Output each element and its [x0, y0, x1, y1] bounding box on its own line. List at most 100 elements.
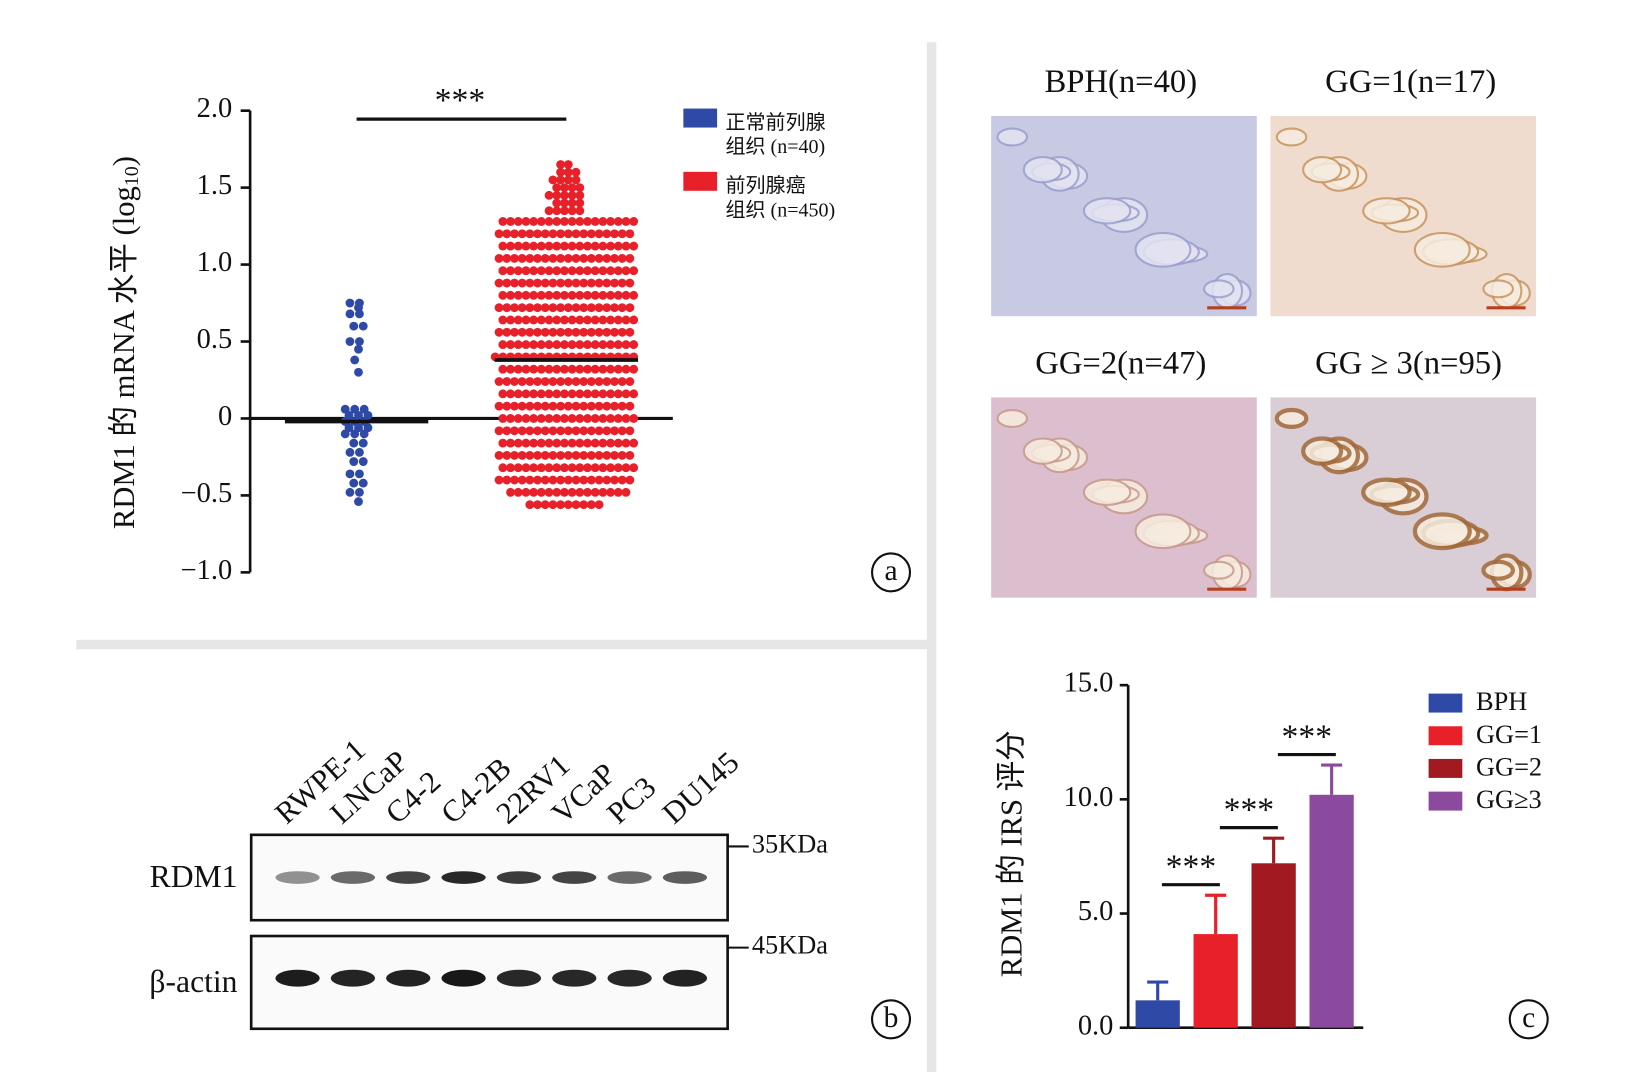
dot — [613, 414, 623, 423]
dot — [560, 190, 569, 200]
dot — [521, 217, 531, 226]
dot — [536, 463, 546, 473]
dot — [533, 278, 542, 288]
dot — [567, 266, 577, 276]
band — [552, 871, 597, 884]
dot — [525, 450, 535, 460]
dot — [602, 327, 612, 337]
dot — [506, 315, 515, 325]
gland — [1082, 478, 1132, 506]
dot — [498, 414, 508, 423]
dot — [510, 475, 519, 485]
dot — [559, 198, 569, 208]
dot — [613, 340, 623, 350]
dot — [345, 447, 355, 457]
dot — [625, 401, 635, 411]
dot — [567, 198, 577, 208]
dot — [583, 266, 592, 276]
dot — [606, 463, 616, 473]
dot — [571, 500, 581, 510]
dot — [629, 266, 639, 276]
band — [607, 969, 652, 987]
dot — [359, 429, 369, 439]
dot — [502, 253, 512, 263]
dot — [529, 266, 539, 276]
dot — [498, 266, 508, 276]
dot — [544, 389, 554, 399]
dot — [571, 401, 581, 411]
dot — [567, 438, 577, 448]
image-title: GG=2(n=47) — [1035, 345, 1206, 381]
gland — [1275, 127, 1308, 147]
dot — [606, 217, 616, 226]
dot — [575, 241, 585, 251]
dot — [533, 401, 542, 411]
dot — [345, 337, 355, 346]
y-axis-label-sub: 10 — [121, 166, 143, 186]
dot — [575, 198, 585, 208]
dot — [583, 364, 592, 374]
dot — [590, 463, 600, 473]
gland — [1361, 477, 1412, 508]
dot — [571, 167, 581, 177]
dot — [556, 253, 566, 263]
dot — [525, 377, 535, 386]
dot — [498, 438, 508, 448]
dot — [533, 229, 542, 239]
dot — [529, 241, 539, 251]
dot — [536, 217, 546, 226]
dot — [621, 414, 631, 423]
dot — [629, 315, 639, 325]
dot — [621, 290, 631, 300]
dot — [602, 278, 612, 288]
dot — [510, 426, 519, 436]
legend-label: BPH — [1476, 687, 1527, 716]
dot — [613, 217, 623, 226]
dot — [567, 414, 577, 423]
dot — [559, 315, 569, 325]
dot — [355, 487, 364, 497]
dot — [536, 315, 546, 325]
dot — [575, 290, 585, 300]
significance: *** — [1166, 849, 1217, 886]
dot — [617, 377, 627, 386]
dot — [548, 401, 558, 411]
dot — [502, 401, 512, 411]
legend-swatch — [1428, 758, 1463, 778]
dot — [345, 487, 355, 497]
dot — [517, 327, 527, 337]
dot — [594, 327, 604, 337]
dot — [567, 487, 577, 497]
dot — [548, 175, 558, 185]
dot — [575, 340, 585, 350]
separator — [926, 42, 937, 1072]
dot — [579, 377, 589, 386]
dot — [594, 229, 604, 239]
dot — [621, 389, 631, 399]
dot — [521, 389, 531, 399]
dot — [494, 426, 504, 436]
dot — [590, 340, 600, 350]
dot — [583, 463, 592, 473]
dot — [625, 426, 635, 436]
dot — [513, 241, 523, 251]
dot — [517, 278, 527, 288]
dot — [571, 229, 581, 239]
dot — [494, 278, 504, 288]
gland — [1481, 559, 1516, 581]
dot — [563, 450, 573, 460]
dot — [598, 241, 608, 251]
dot — [521, 290, 531, 300]
dot — [567, 183, 577, 193]
dot — [525, 500, 535, 510]
dot — [629, 340, 639, 350]
dot — [502, 303, 512, 313]
dot — [354, 344, 363, 354]
blot-frame — [249, 934, 729, 1031]
dot — [629, 414, 639, 423]
dot — [610, 401, 619, 411]
dot — [533, 303, 542, 313]
y-axis-label: RDM1 的 mRNA 水平 (log10) — [107, 156, 143, 529]
dot — [598, 463, 608, 473]
